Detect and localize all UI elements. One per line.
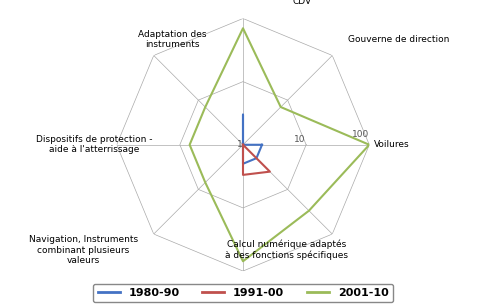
1980-90 [259, 143, 265, 147]
2001-10 [202, 181, 208, 184]
2001-10 [366, 143, 372, 147]
1991-00 [240, 143, 246, 147]
2001-10 [366, 143, 372, 147]
1980-90 [240, 143, 246, 147]
1980-90 [259, 143, 265, 147]
Line: 2001-10: 2001-10 [190, 28, 369, 261]
Text: 10: 10 [295, 135, 306, 144]
2001-10 [187, 143, 192, 147]
1980-90 [240, 143, 246, 147]
1991-00 [267, 170, 273, 173]
1980-90 [254, 156, 260, 160]
2001-10 [202, 105, 208, 109]
1991-00 [240, 143, 246, 147]
Line: 1980-90: 1980-90 [243, 115, 262, 164]
1991-00 [240, 143, 246, 147]
1991-00 [240, 143, 246, 147]
Text: Gouverne de direction: Gouverne de direction [348, 35, 450, 44]
1980-90 [240, 162, 246, 166]
Text: Calcul numérique adaptés
à des fonctions spécifiques: Calcul numérique adaptés à des fonctions… [226, 240, 348, 260]
Text: Dispositifs de protection -
aide à l'atterrissage: Dispositifs de protection - aide à l'att… [36, 135, 152, 154]
Text: 100: 100 [352, 130, 369, 139]
Text: Voilures: Voilures [374, 140, 410, 149]
1991-00 [240, 143, 246, 147]
2001-10 [306, 209, 312, 213]
Text: Systèmes de transmission
CDV: Systèmes de transmission CDV [243, 0, 362, 6]
2001-10 [240, 259, 246, 263]
1980-90 [240, 143, 246, 147]
Text: 1: 1 [237, 140, 243, 149]
Line: 1991-00: 1991-00 [243, 145, 270, 175]
1991-00 [240, 143, 246, 147]
Text: Adaptation des
instruments: Adaptation des instruments [138, 30, 206, 49]
1991-00 [240, 173, 246, 177]
2001-10 [278, 105, 284, 109]
Text: Navigation, Instruments
combinant plusieurs
valeurs: Navigation, Instruments combinant plusie… [29, 235, 138, 265]
Text: Commande de la position,
du cap, de l'altitude: Commande de la position, du cap, de l'al… [124, 284, 243, 303]
1980-90 [240, 143, 246, 147]
2001-10 [240, 26, 246, 30]
1991-00 [240, 143, 246, 147]
Legend: 1980-90, 1991-00, 2001-10: 1980-90, 1991-00, 2001-10 [93, 284, 393, 302]
1980-90 [240, 113, 246, 116]
